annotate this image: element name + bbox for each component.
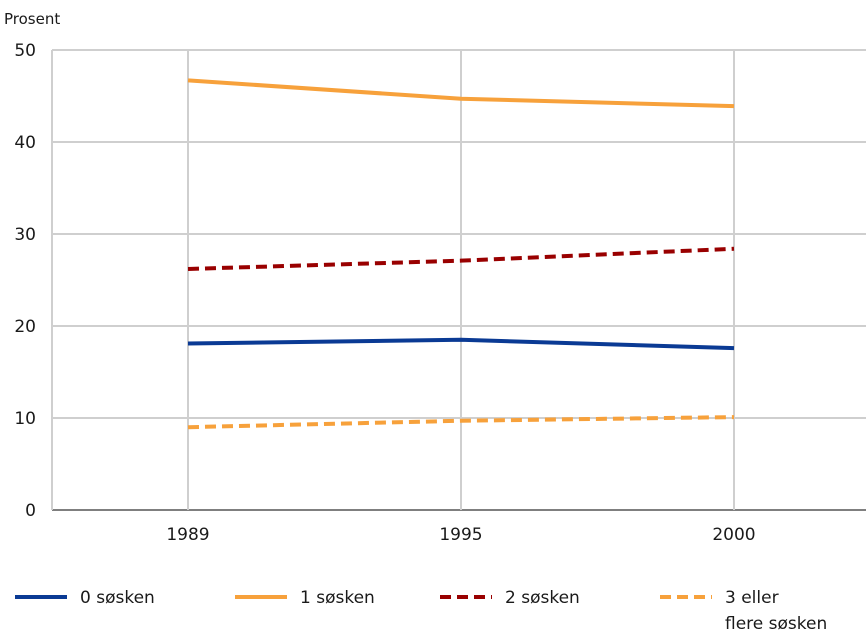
- series-line: [187, 415, 735, 430]
- legend-label: 3 eller: [725, 588, 779, 608]
- series-line: [187, 337, 735, 351]
- legend-label: 1 søsken: [300, 588, 375, 608]
- y-tick-label: 30: [14, 225, 36, 245]
- legend-label: flere søsken: [725, 614, 827, 633]
- y-axis-label: Prosent: [4, 10, 60, 28]
- y-tick-label: 20: [14, 317, 36, 337]
- legend-label: 0 søsken: [80, 588, 155, 608]
- x-tick-label: 1989: [166, 525, 209, 545]
- grid: [51, 49, 866, 511]
- series-line: [187, 246, 735, 271]
- series-line: [187, 78, 735, 109]
- x-tick-label: 2000: [712, 525, 755, 545]
- y-tick-labels: 0 10 20 30 40 50: [14, 41, 36, 521]
- y-tick-label: 50: [14, 41, 36, 61]
- series-lines: [187, 78, 735, 430]
- y-tick-label: 0: [25, 501, 36, 521]
- x-tick-labels: 1989 1995 2000: [166, 525, 755, 545]
- y-tick-label: 40: [14, 133, 36, 153]
- legend: 0 søsken 1 søsken 2 søsken 3 eller flere søs…: [15, 588, 827, 633]
- y-tick-label: 10: [14, 409, 36, 429]
- x-tick-label: 1995: [439, 525, 482, 545]
- legend-label: 2 søsken: [505, 588, 580, 608]
